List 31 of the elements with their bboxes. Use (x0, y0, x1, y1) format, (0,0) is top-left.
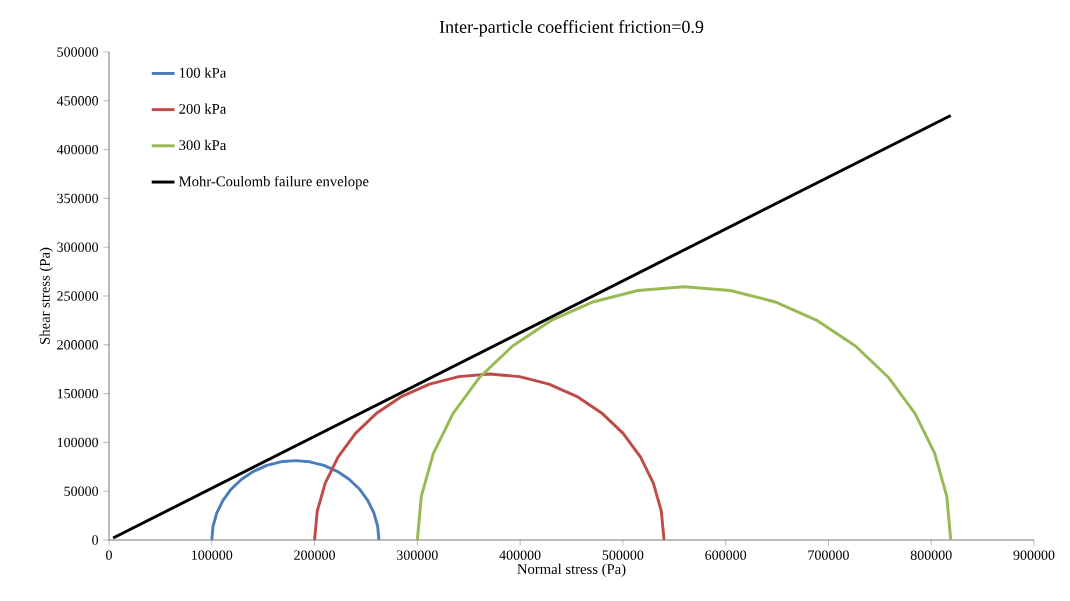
x-tick-label: 800000 (910, 550, 952, 560)
x-tick-label: 600000 (705, 550, 747, 560)
chart-title: Inter-particle coefficient friction=0.9 (439, 20, 704, 37)
line-series (210, 459, 381, 540)
y-tick-label: 300000 (57, 242, 99, 252)
y-tick-label: 200000 (57, 340, 99, 350)
x-tick-label: 900000 (1013, 550, 1055, 560)
y-tick-label: 250000 (57, 291, 99, 301)
y-tick-label: 500000 (57, 47, 99, 57)
x-tick-label: 400000 (499, 550, 541, 560)
legend-label: 200 kPa (179, 103, 227, 114)
y-tick-label: 450000 (56, 96, 99, 106)
y-tick-label: 100000 (57, 437, 99, 448)
line-series (313, 372, 666, 540)
line-series (415, 285, 953, 540)
legend-label: 100 kPa (179, 67, 227, 78)
legend-label: Mohr-Coulomb failure envelope (179, 175, 369, 190)
y-tick-label: 50000 (64, 486, 99, 496)
y-tick-label: 150000 (57, 388, 99, 399)
y-axis-title: Shear stress (Pa) (39, 247, 53, 344)
x-tick-label: 0 (106, 550, 112, 560)
y-tick-label: 400000 (56, 144, 99, 155)
x-tick-label: 200000 (294, 550, 336, 560)
y-tick-label: 0 (92, 535, 99, 545)
x-tick-label: 100000 (192, 550, 233, 560)
x-tick-label: 500000 (602, 550, 644, 560)
x-axis-title: Normal stress (Pa) (517, 563, 626, 577)
y-tick-label: 350000 (57, 193, 99, 204)
x-tick-label: 300000 (397, 550, 438, 560)
x-tick-label: 700000 (808, 550, 849, 560)
legend-label: 300 kPa (179, 139, 227, 151)
